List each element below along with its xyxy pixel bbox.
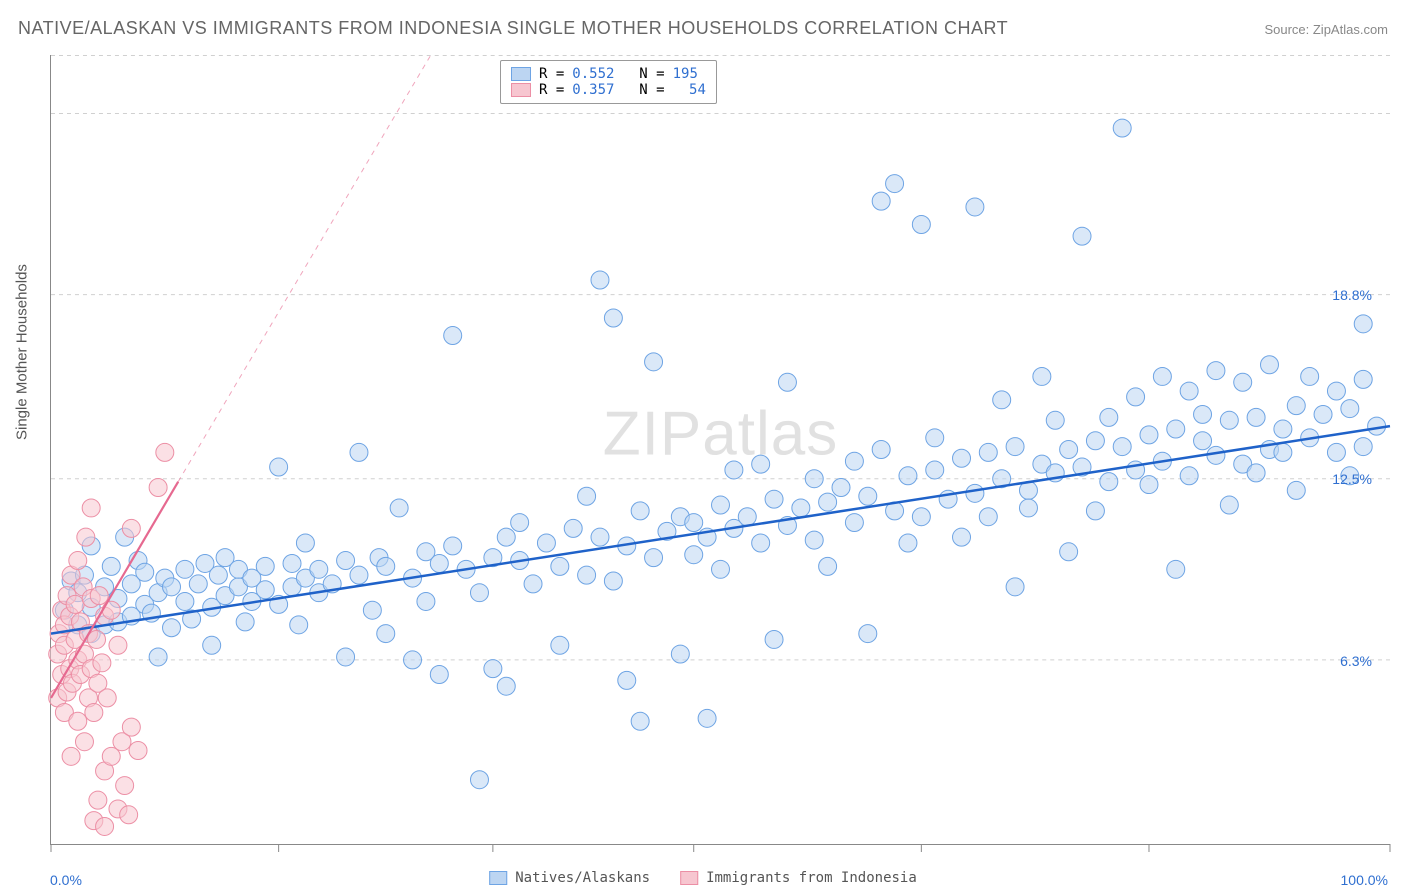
chart-title: NATIVE/ALASKAN VS IMMIGRANTS FROM INDONE…: [18, 18, 1008, 39]
stats-legend: R = 0.552 N = 195 R = 0.357 N = 54: [500, 60, 717, 104]
n-value-blue: 195: [673, 66, 698, 82]
r-value-blue: 0.552: [572, 66, 614, 82]
ytick-label: 12.5%: [1332, 471, 1372, 487]
legend-item-blue: Natives/Alaskans: [489, 870, 650, 886]
xtick-100: 100.0%: [1341, 872, 1388, 888]
plot-area: ZIPatlas 6.3%12.5%18.8%: [50, 55, 1390, 845]
n-value-pink: 54: [689, 82, 706, 98]
r-label: R =: [539, 66, 564, 82]
r-value-pink: 0.357: [572, 82, 614, 98]
r-label: R =: [539, 82, 564, 98]
swatch-blue-icon: [489, 871, 507, 885]
swatch-pink-icon: [511, 83, 531, 97]
swatch-pink-icon: [680, 871, 698, 885]
ytick-label: 18.8%: [1332, 287, 1372, 303]
legend-label-blue: Natives/Alaskans: [515, 870, 650, 886]
source-label: Source: ZipAtlas.com: [1264, 22, 1388, 37]
ytick-label: 6.3%: [1340, 653, 1372, 669]
stats-row-pink: R = 0.357 N = 54: [511, 82, 706, 98]
chart-svg: [51, 55, 1390, 844]
stats-row-blue: R = 0.552 N = 195: [511, 66, 706, 82]
xtick-0: 0.0%: [50, 872, 82, 888]
legend-item-pink: Immigrants from Indonesia: [680, 870, 917, 886]
y-axis-label: Single Mother Households: [14, 264, 31, 440]
series-legend: Natives/Alaskans Immigrants from Indones…: [489, 870, 917, 886]
swatch-blue-icon: [511, 67, 531, 81]
legend-label-pink: Immigrants from Indonesia: [706, 870, 917, 886]
